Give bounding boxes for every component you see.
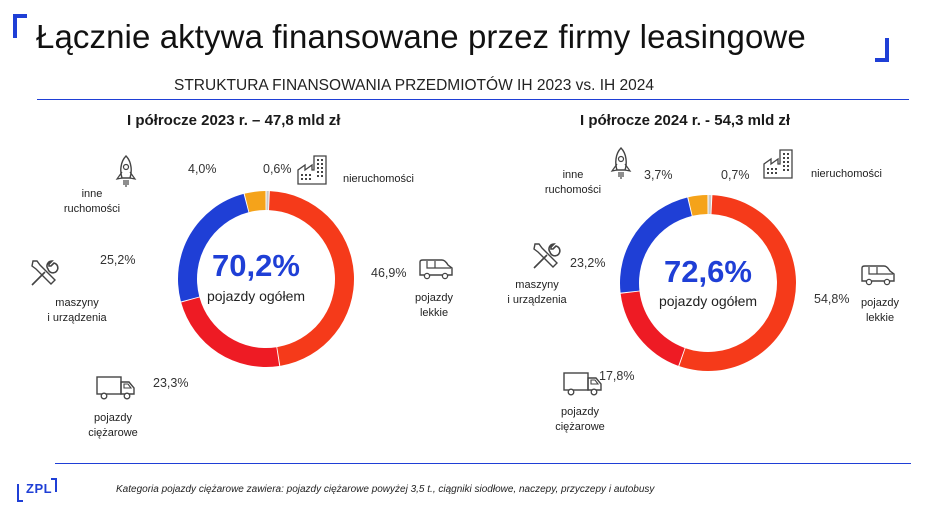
- value-label-inne-2023: 4,0%: [188, 162, 217, 176]
- factory-icon: [297, 155, 327, 185]
- donut-segment-ciezarowe-2023: [181, 297, 280, 367]
- donut-segment-nieruchomosci-2023: [266, 191, 269, 211]
- page-title: Łącznie aktywa finansowane przez firmy l…: [36, 18, 806, 55]
- donut-chart-2024: [620, 195, 796, 371]
- category-label-inne-2023: inne ruchomości: [63, 188, 121, 215]
- value-label-nieruchomosci-2023: 0,6%: [263, 162, 292, 176]
- chart-title-2024: I półrocze 2024 r. - 54,3 mld zł: [580, 112, 791, 129]
- donut-segment-inne-2024: [688, 195, 708, 216]
- center-label-2024: pojazdy ogółem: [658, 293, 758, 309]
- category-label-ciezarowe-2023: pojazdy ciężarowe: [88, 412, 138, 439]
- footnote: Kategoria pojazdy ciężarowe zawiera: poj…: [116, 484, 655, 495]
- van-icon: [419, 259, 453, 280]
- category-label-maszyny-2023: maszyny i urządzenia: [47, 297, 107, 324]
- category-label-lekkie-2024: pojazdy lekkie: [861, 297, 899, 324]
- donut-segment-maszyny-2023: [177, 193, 249, 302]
- tools-icon: [31, 260, 59, 286]
- value-label-maszyny-2023: 25,2%: [100, 253, 136, 267]
- factory-icon: [763, 149, 793, 179]
- page-subtitle: STRUKTURA FINANSOWANIA PRZEDMIOTÓW IH 20…: [174, 77, 655, 94]
- zpl-logo: ZPL: [17, 478, 57, 502]
- donut-segment-ciezarowe-2024: [620, 291, 685, 366]
- donut-segment-lekkie-2024: [679, 195, 796, 371]
- van-icon: [861, 265, 895, 286]
- truck-icon: [563, 372, 602, 396]
- donut-chart-2023: [177, 191, 355, 367]
- center-value-2024: 72,6%: [664, 254, 752, 289]
- category-label-nieruchomosci-2024: nieruchomości: [811, 168, 882, 180]
- truck-icon: [96, 376, 135, 400]
- chart-title-2023: I półrocze 2023 r. – 47,8 mld zł: [127, 112, 341, 129]
- tools-icon: [533, 243, 561, 269]
- value-label-ciezarowe-2024: 17,8%: [599, 369, 635, 383]
- rocket-icon: [115, 155, 137, 187]
- center-label-2023: pojazdy ogółem: [206, 288, 306, 304]
- title-bracket-right: [875, 38, 889, 62]
- category-label-nieruchomosci-2023: nieruchomości: [343, 173, 414, 185]
- value-label-lekkie-2024: 54,8%: [814, 292, 850, 306]
- donut-segment-maszyny-2024: [620, 197, 692, 293]
- bottom-divider: [55, 463, 911, 464]
- category-label-inne-2024: inne ruchomości: [544, 169, 602, 196]
- center-value-2023: 70,2%: [212, 248, 300, 283]
- value-label-lekkie-2023: 46,9%: [371, 266, 407, 280]
- donut-segment-lekkie-2023: [269, 191, 355, 366]
- category-label-maszyny-2024: maszyny i urządzenia: [507, 279, 567, 306]
- value-label-maszyny-2024: 23,2%: [570, 256, 606, 270]
- value-label-nieruchomosci-2024: 0,7%: [721, 168, 750, 182]
- value-label-ciezarowe-2023: 23,3%: [153, 376, 189, 390]
- title-bracket-left: [13, 14, 27, 38]
- value-label-inne-2024: 3,7%: [644, 168, 673, 182]
- top-divider: [37, 99, 909, 100]
- donut-segment-inne-2023: [244, 191, 266, 213]
- category-label-ciezarowe-2024: pojazdy ciężarowe: [555, 406, 605, 433]
- category-label-lekkie-2023: pojazdy lekkie: [415, 292, 453, 319]
- rocket-icon: [610, 147, 632, 179]
- donut-segment-nieruchomosci-2024: [708, 195, 712, 215]
